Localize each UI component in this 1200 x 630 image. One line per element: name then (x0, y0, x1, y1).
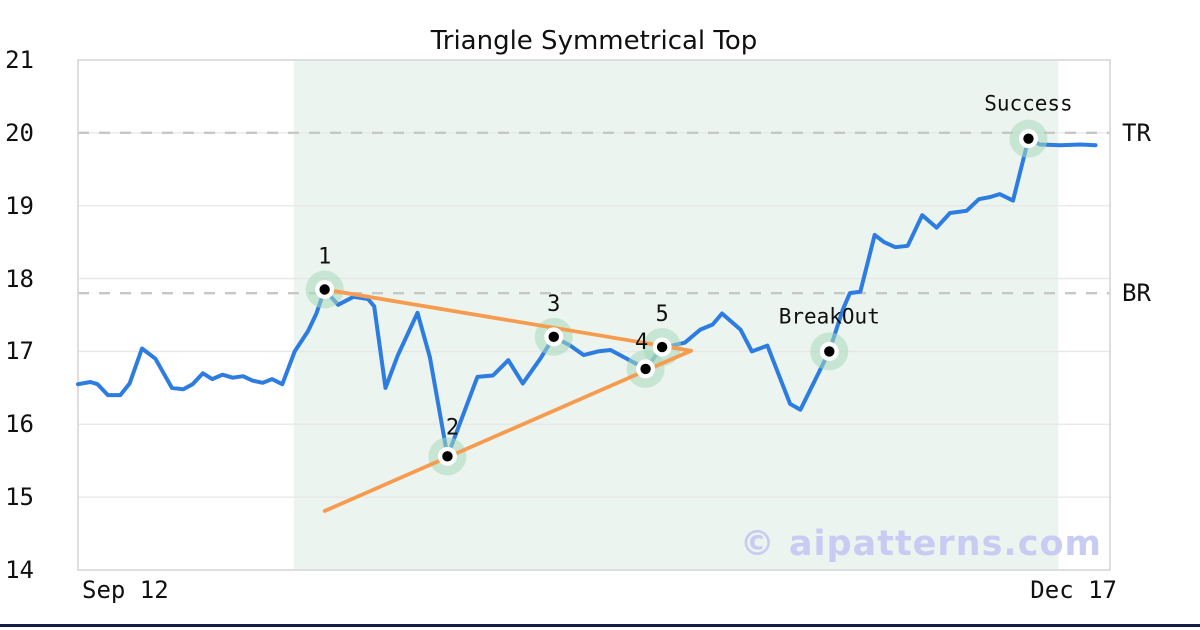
chart-title: Triangle Symmetrical Top (430, 26, 758, 56)
y-tick-label: 20 (5, 118, 34, 147)
annotation-label: 1 (318, 245, 331, 270)
point-marker (1023, 133, 1034, 144)
annotation-label: 2 (446, 415, 459, 440)
y-tick-label: 21 (5, 46, 34, 74)
point-marker (442, 451, 453, 462)
point-marker (656, 341, 668, 353)
annotation-label: 4 (635, 330, 648, 355)
y-tick-label: 15 (5, 483, 34, 512)
pattern-region (293, 61, 1059, 569)
target-level-label: TR (1122, 118, 1151, 147)
y-tick-label: 16 (5, 410, 34, 439)
watermark-text: © aipatterns.com (739, 524, 1102, 564)
annotation-label: BreakOut (779, 304, 880, 328)
trendline-upper (322, 287, 693, 353)
y-tick-label: 14 (5, 556, 34, 584)
annotation-label: Success (984, 92, 1073, 116)
point-marker (319, 284, 330, 295)
x-tick-label-end: Dec 17 (1030, 576, 1117, 604)
plot-border (77, 59, 1111, 571)
point-marker (640, 363, 651, 375)
brand-bar (0, 624, 1200, 627)
breakout-level-label: BR (1122, 279, 1151, 308)
trendline-lower (322, 348, 693, 513)
point-marker (548, 331, 559, 343)
annotation-label: 5 (655, 302, 668, 327)
y-tick-label: 19 (5, 191, 34, 220)
y-tick-label: 17 (5, 337, 34, 366)
y-tick-label: 18 (5, 264, 34, 293)
x-tick-label-start: Sep 12 (82, 576, 169, 604)
annotation-label: 3 (547, 292, 560, 317)
point-marker (824, 346, 835, 357)
